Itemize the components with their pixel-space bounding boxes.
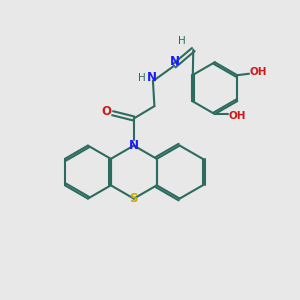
Text: N: N [129,139,139,152]
Text: N: N [170,55,180,68]
Text: OH: OH [228,110,246,121]
Text: H: H [178,36,185,46]
Text: OH: OH [249,67,267,77]
Text: N: N [147,71,158,84]
Text: O: O [102,105,112,118]
Text: H: H [138,73,146,82]
Text: S: S [130,192,138,205]
